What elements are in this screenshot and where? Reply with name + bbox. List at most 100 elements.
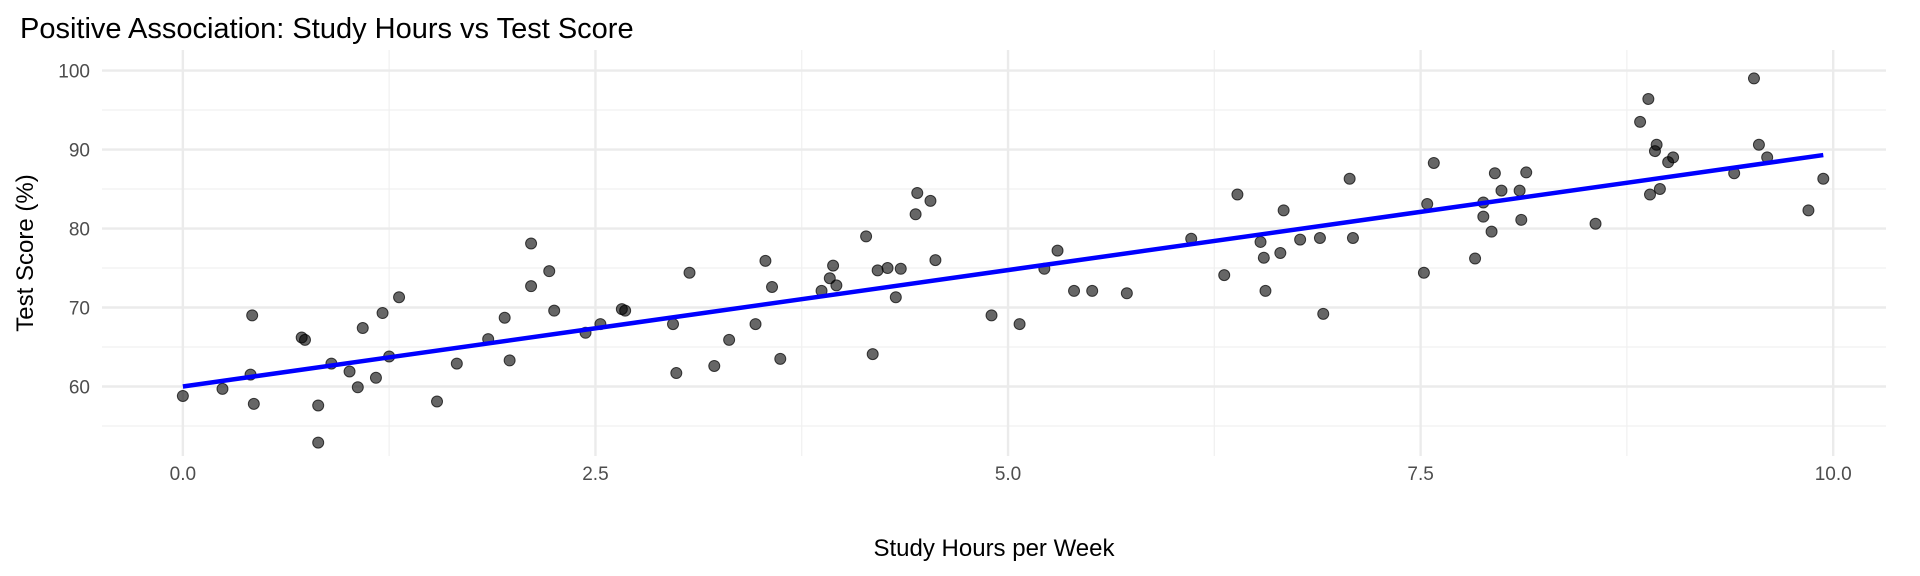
data-point bbox=[1254, 235, 1267, 248]
data-point bbox=[881, 262, 894, 275]
x-tick-label: 2.5 bbox=[582, 464, 608, 485]
data-point bbox=[1231, 188, 1244, 201]
x-tick-label: 5.0 bbox=[995, 464, 1021, 485]
y-tick-label: 70 bbox=[69, 299, 90, 320]
data-point bbox=[866, 348, 879, 361]
data-point bbox=[1488, 167, 1501, 180]
data-point bbox=[723, 333, 736, 346]
data-point bbox=[1346, 231, 1359, 244]
data-point bbox=[1589, 217, 1602, 230]
data-point bbox=[1343, 172, 1356, 185]
data-point bbox=[450, 357, 463, 370]
data-point bbox=[1802, 204, 1815, 217]
data-point bbox=[543, 265, 556, 278]
data-point bbox=[246, 309, 259, 322]
data-point bbox=[312, 436, 325, 449]
grid bbox=[102, 50, 1886, 456]
data-point bbox=[1313, 231, 1326, 244]
data-point bbox=[525, 280, 538, 293]
data-point bbox=[1477, 210, 1490, 223]
data-point bbox=[1515, 213, 1528, 226]
data-point bbox=[1520, 166, 1533, 179]
data-point bbox=[312, 399, 325, 412]
data-point bbox=[1644, 188, 1657, 201]
data-point bbox=[1068, 284, 1081, 297]
data-point bbox=[1634, 115, 1647, 128]
y-tick-label: 100 bbox=[58, 62, 90, 83]
data-point bbox=[356, 322, 369, 335]
trend-line bbox=[182, 152, 1824, 389]
data-point bbox=[827, 259, 840, 272]
x-axis-title: Study Hours per Week bbox=[874, 535, 1116, 562]
data-point bbox=[667, 318, 680, 331]
data-point bbox=[1747, 72, 1760, 85]
data-point bbox=[985, 309, 998, 322]
data-point bbox=[176, 389, 189, 402]
x-axis-ticks: 0.0 2.5 5.0 7.5 10.0 bbox=[170, 464, 1852, 485]
data-point bbox=[766, 280, 779, 293]
x-tick-label: 0.0 bbox=[170, 464, 196, 485]
data-point bbox=[871, 264, 884, 277]
data-point bbox=[894, 262, 907, 275]
y-tick-label: 90 bbox=[69, 141, 90, 162]
data-point bbox=[298, 333, 311, 346]
data-point bbox=[343, 365, 356, 378]
data-point bbox=[1120, 287, 1133, 300]
data-point bbox=[548, 304, 561, 317]
data-point bbox=[1469, 252, 1482, 265]
data-point bbox=[503, 354, 516, 367]
data-point bbox=[1642, 92, 1655, 105]
data-point bbox=[619, 304, 632, 317]
data-point bbox=[830, 279, 843, 292]
data-point bbox=[1653, 183, 1666, 196]
data-point bbox=[774, 352, 787, 365]
data-point bbox=[924, 194, 937, 207]
data-point bbox=[369, 371, 382, 384]
data-point bbox=[1427, 156, 1440, 169]
y-axis-title: Test Score (%) bbox=[12, 174, 39, 331]
data-point bbox=[1013, 318, 1026, 331]
data-point bbox=[525, 237, 538, 250]
data-point bbox=[708, 359, 721, 372]
data-point bbox=[911, 186, 924, 199]
data-point bbox=[909, 208, 922, 221]
data-point bbox=[1277, 204, 1290, 217]
data-point bbox=[683, 266, 696, 279]
data-point bbox=[1317, 307, 1330, 320]
data-point bbox=[1051, 244, 1064, 257]
data-point bbox=[1485, 225, 1498, 238]
data-point bbox=[498, 311, 511, 324]
data-point bbox=[670, 367, 683, 380]
chart-title: Positive Association: Study Hours vs Tes… bbox=[20, 13, 634, 45]
y-tick-label: 60 bbox=[69, 377, 90, 398]
data-point bbox=[1667, 151, 1680, 164]
data-point bbox=[376, 307, 389, 320]
x-tick-label: 10.0 bbox=[1815, 464, 1852, 485]
data-point bbox=[1495, 184, 1508, 197]
points bbox=[176, 72, 1830, 449]
data-point bbox=[749, 318, 762, 331]
data-point bbox=[216, 382, 229, 395]
data-point bbox=[1513, 184, 1526, 197]
data-point bbox=[1752, 138, 1765, 151]
data-point bbox=[1421, 198, 1434, 211]
data-point bbox=[1650, 138, 1663, 151]
data-point bbox=[929, 254, 942, 267]
data-point bbox=[860, 230, 873, 243]
data-point bbox=[1259, 284, 1272, 297]
data-point bbox=[1274, 247, 1287, 259]
data-point bbox=[247, 397, 260, 410]
y-axis-ticks: 60 70 80 90 100 bbox=[58, 62, 90, 399]
data-point bbox=[1817, 172, 1830, 185]
x-tick-label: 7.5 bbox=[1407, 464, 1433, 485]
data-point bbox=[351, 381, 364, 394]
data-point bbox=[1086, 284, 1099, 297]
data-point bbox=[393, 291, 406, 304]
data-point bbox=[1417, 266, 1430, 279]
data-point bbox=[1218, 269, 1231, 282]
data-point bbox=[1294, 233, 1307, 246]
data-point bbox=[759, 254, 772, 267]
data-point bbox=[431, 395, 444, 408]
y-tick-label: 80 bbox=[69, 220, 90, 241]
